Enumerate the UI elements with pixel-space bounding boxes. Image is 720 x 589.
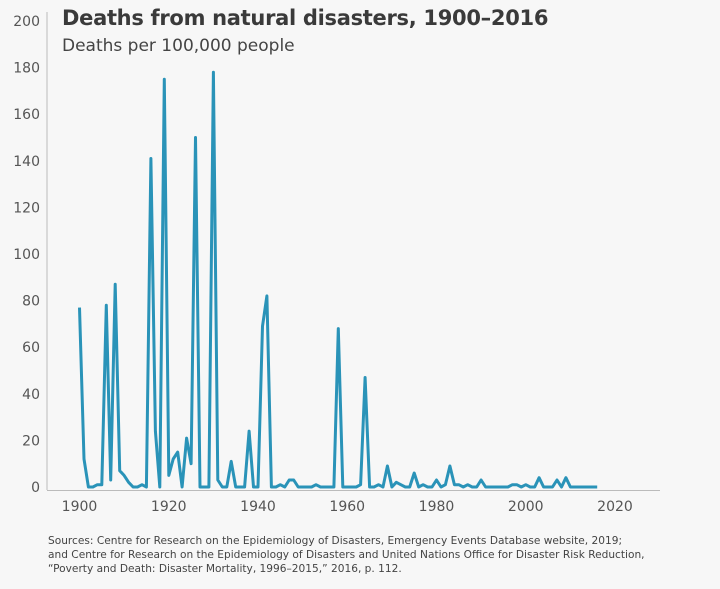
- chart-subtitle: Deaths per 100,000 people: [62, 36, 295, 56]
- x-tick-label: 2020: [597, 499, 633, 515]
- y-tick-label: 0: [31, 480, 40, 496]
- x-tick-label: 1900: [62, 499, 98, 515]
- y-tick-label: 160: [13, 107, 40, 123]
- chart-title: Deaths from natural disasters, 1900–2016: [62, 6, 549, 30]
- source-line: and Centre for Research on the Epidemiol…: [48, 549, 645, 561]
- y-tick-label: 140: [13, 154, 40, 170]
- x-tick-label: 1980: [419, 499, 455, 515]
- series-line: [78, 70, 598, 489]
- y-tick-label: 40: [22, 387, 40, 403]
- y-tick-label: 120: [13, 200, 40, 216]
- y-tick-label: 180: [13, 61, 40, 77]
- source-line: Sources: Centre for Research on the Epid…: [48, 535, 623, 547]
- source-note: Sources: Centre for Research on the Epid…: [48, 534, 718, 576]
- y-tick-label: 100: [13, 247, 40, 263]
- x-tick-label: 1920: [151, 499, 187, 515]
- x-tick-label: 2000: [508, 499, 544, 515]
- y-tick-label: 80: [22, 294, 40, 310]
- source-line: “Poverty and Death: Disaster Mortality, …: [48, 563, 402, 575]
- y-tick-label: 60: [22, 340, 40, 356]
- x-tick-label: 1940: [240, 499, 276, 515]
- y-tick-label: 200: [13, 14, 40, 30]
- y-tick-label: 20: [22, 433, 40, 449]
- x-tick-label: 1960: [329, 499, 365, 515]
